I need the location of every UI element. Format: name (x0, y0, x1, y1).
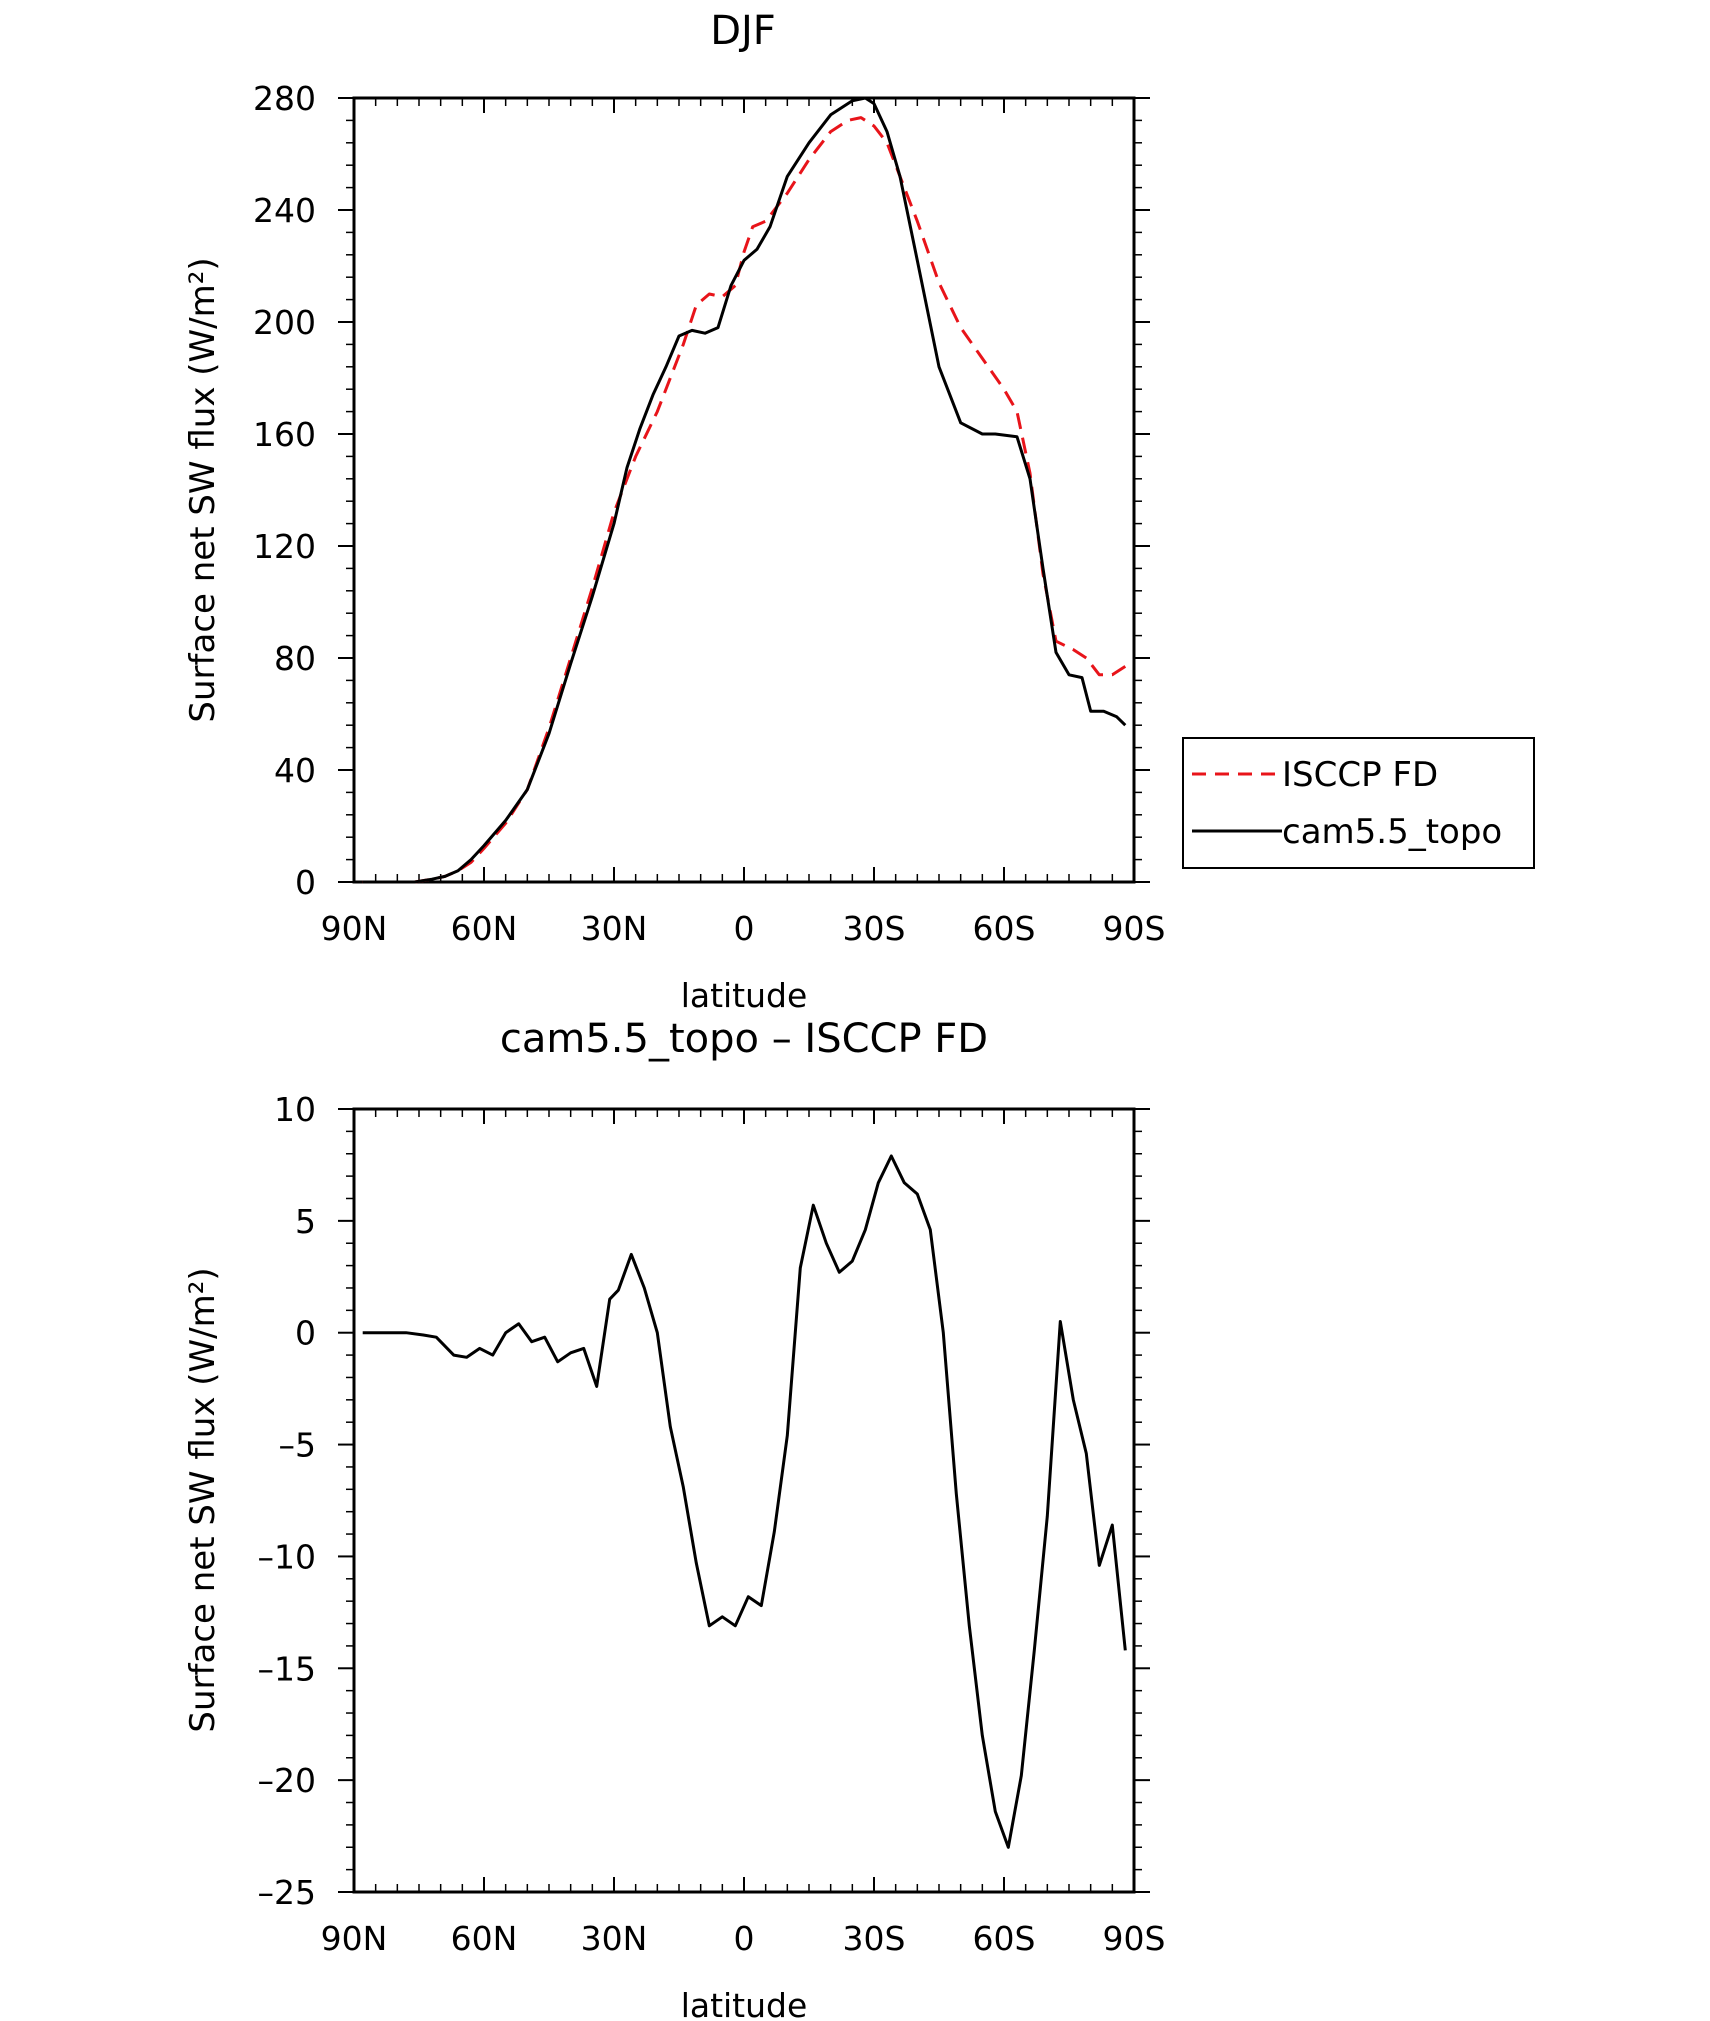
x-axis-label: latitude (681, 1986, 808, 2021)
y-axis-label: Surface net SW flux (W/m²) (183, 1267, 223, 1732)
y-tick-label: 40 (274, 751, 316, 790)
x-tick-label: 60S (973, 1919, 1036, 1958)
x-tick-label: 90N (321, 909, 388, 948)
y-tick-label: 280 (253, 79, 316, 118)
y-tick-label: –10 (258, 1537, 317, 1576)
x-tick-label: 90S (1103, 909, 1166, 948)
x-tick-label: 90N (321, 1919, 388, 1958)
x-tick-label: 60S (973, 909, 1036, 948)
y-tick-label: 5 (295, 1202, 316, 1241)
y-tick-label: 80 (274, 639, 316, 678)
y-tick-label: –5 (279, 1426, 317, 1465)
x-tick-label: 0 (734, 909, 755, 948)
x-tick-label: 30S (843, 1919, 906, 1958)
x-tick-label: 90S (1103, 1919, 1166, 1958)
panel-title: DJF (710, 8, 776, 54)
y-tick-label: 160 (253, 415, 316, 454)
y-tick-label: –25 (258, 1873, 317, 1912)
y-tick-label: 240 (253, 191, 316, 230)
x-tick-label: 30N (581, 909, 648, 948)
y-tick-label: 0 (295, 863, 316, 902)
series-line-isccp-fd (362, 116, 1127, 884)
y-tick-label: 0 (295, 1314, 316, 1353)
x-axis-label: latitude (681, 976, 808, 1015)
legend-label-cam5-5-topo: cam5.5_topo (1282, 812, 1502, 852)
legend-label-isccp-fd: ISCCP FD (1282, 755, 1438, 795)
x-tick-label: 30N (581, 1919, 648, 1958)
difference-line (362, 1154, 1127, 1849)
plot-frame (352, 96, 1136, 884)
flux-comparison-panel: DJF 90N 60N 30N 0 30S 60S 90S 0 40 80 120 160 200 240… (183, 8, 1535, 1015)
y-tick-label: 200 (253, 303, 316, 342)
legend: ISCCP FD cam5.5_topo (1182, 737, 1535, 869)
x-tick-label: 60N (451, 909, 518, 948)
series-line-cam5-5-topo (362, 96, 1127, 884)
y-tick-label: 10 (274, 1090, 316, 1129)
panel-title: cam5.5_topo – ISCCP FD (500, 1016, 988, 1062)
x-tick-label: 30S (843, 909, 906, 948)
x-tick-label: 60N (451, 1919, 518, 1958)
legend-box (1182, 737, 1535, 869)
plot-frame (352, 1107, 1136, 1894)
y-tick-label: 120 (253, 527, 316, 566)
difference-panel: cam5.5_topo – ISCCP FD 90N 60N 30N 0 30S 60S 9… (183, 1016, 1165, 2021)
y-axis-label: Surface net SW flux (W/m²) (183, 257, 223, 722)
y-tick-label: –20 (258, 1761, 317, 1800)
y-tick-label: –15 (258, 1649, 317, 1688)
x-tick-label: 0 (734, 1919, 755, 1958)
